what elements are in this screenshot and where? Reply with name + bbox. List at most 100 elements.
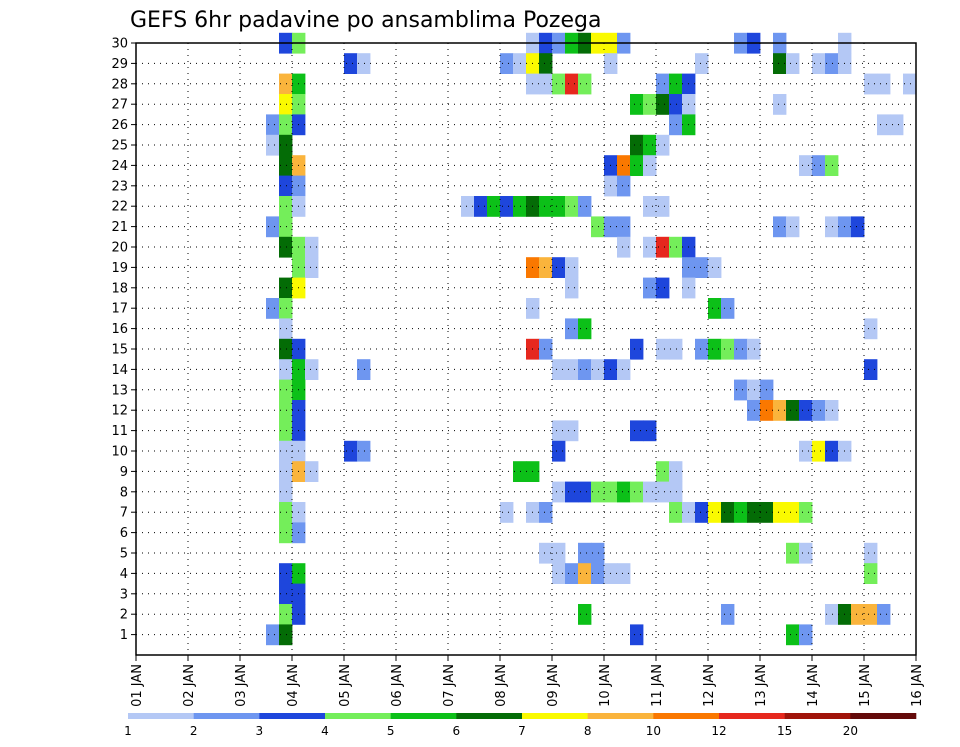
cell-member-7 bbox=[799, 502, 813, 523]
cell-member-29 bbox=[825, 53, 839, 74]
cell-member-2 bbox=[864, 604, 878, 625]
cell-member-11 bbox=[565, 420, 579, 442]
cell-member-29 bbox=[344, 53, 358, 74]
cell-member-11 bbox=[279, 420, 293, 442]
x-tick-label: 13 JAN bbox=[754, 664, 769, 707]
cell-member-8 bbox=[630, 481, 644, 503]
x-tick-label: 05 JAN bbox=[338, 664, 353, 707]
cell-member-12 bbox=[786, 400, 800, 421]
x-tick-label: 12 JAN bbox=[702, 664, 717, 707]
y-tick-label: 26 bbox=[111, 118, 128, 133]
x-tick-label: 07 JAN bbox=[442, 664, 457, 707]
cell-member-28 bbox=[279, 73, 293, 95]
cell-member-28 bbox=[565, 73, 579, 95]
cell-member-1 bbox=[786, 624, 800, 646]
cell-member-23 bbox=[279, 175, 293, 197]
cell-member-10 bbox=[279, 440, 293, 462]
x-tick-label: 11 JAN bbox=[650, 664, 665, 707]
cell-member-7 bbox=[695, 502, 709, 523]
cell-member-9 bbox=[669, 461, 683, 482]
cell-member-14 bbox=[578, 359, 592, 380]
legend-swatch bbox=[850, 713, 917, 719]
y-tick-label: 12 bbox=[111, 404, 128, 419]
cell-member-8 bbox=[578, 481, 592, 503]
x-tick-label: 03 JAN bbox=[234, 664, 249, 707]
color-legend: 1 2 3 4 5 6 7 8 10 12 15 20 bbox=[124, 713, 917, 738]
cell-member-24 bbox=[617, 155, 631, 176]
x-tick-label: 08 JAN bbox=[494, 664, 509, 707]
legend-break-label: 3 bbox=[256, 724, 264, 738]
cell-member-11 bbox=[643, 420, 657, 442]
cell-member-27 bbox=[643, 94, 657, 115]
cell-member-7 bbox=[539, 502, 553, 523]
legend-break-label: 12 bbox=[711, 724, 726, 738]
cell-member-19 bbox=[552, 257, 566, 278]
cell-member-14 bbox=[552, 359, 566, 380]
y-tick-label: 11 bbox=[111, 424, 128, 439]
y-tick-label: 25 bbox=[111, 139, 128, 154]
cell-member-12 bbox=[279, 400, 293, 421]
cell-member-28 bbox=[877, 73, 891, 95]
legend-swatch bbox=[719, 713, 785, 719]
y-tick-label: 7 bbox=[120, 506, 128, 521]
cell-member-4 bbox=[591, 563, 605, 584]
legend-break-label: 8 bbox=[584, 724, 592, 738]
cell-member-16 bbox=[279, 318, 293, 340]
y-tick-label: 30 bbox=[111, 37, 128, 52]
cell-member-29 bbox=[539, 53, 553, 74]
cell-member-19 bbox=[539, 257, 553, 278]
cell-member-20 bbox=[305, 236, 319, 258]
y-tick-label: 1 bbox=[120, 628, 128, 643]
cell-member-5 bbox=[578, 542, 592, 564]
y-tick-label: 15 bbox=[111, 343, 128, 358]
cell-member-21 bbox=[851, 216, 865, 238]
cell-member-22 bbox=[552, 196, 566, 217]
cell-member-15 bbox=[734, 338, 748, 360]
cell-member-2 bbox=[825, 604, 839, 625]
cell-member-7 bbox=[669, 502, 683, 523]
cell-member-24 bbox=[630, 155, 644, 176]
legend-swatch bbox=[259, 713, 326, 719]
cell-member-21 bbox=[825, 216, 839, 238]
cell-member-26 bbox=[279, 114, 293, 136]
legend-break-label: 6 bbox=[453, 724, 461, 738]
cell-member-15 bbox=[669, 338, 683, 360]
cell-member-21 bbox=[591, 216, 605, 238]
y-tick-label: 13 bbox=[111, 383, 128, 398]
legend-swatch bbox=[784, 713, 851, 719]
legend-swatch bbox=[193, 713, 260, 719]
cell-member-18 bbox=[279, 277, 293, 299]
y-tick-label: 5 bbox=[120, 547, 128, 562]
cell-member-2 bbox=[721, 604, 735, 625]
cell-member-13 bbox=[279, 379, 293, 401]
cell-member-10 bbox=[812, 440, 826, 462]
cell-member-25 bbox=[630, 134, 644, 156]
y-tick-label: 16 bbox=[111, 322, 128, 337]
legend-break-label: 1 bbox=[124, 724, 132, 738]
legend-break-label: 4 bbox=[321, 724, 329, 738]
legend-swatch bbox=[390, 713, 457, 719]
cell-member-22 bbox=[461, 196, 475, 217]
cell-member-15 bbox=[747, 338, 761, 360]
cell-member-7 bbox=[279, 502, 293, 523]
cell-member-4 bbox=[578, 563, 592, 584]
cell-member-8 bbox=[656, 481, 670, 503]
y-tick-label: 24 bbox=[111, 159, 128, 174]
cell-member-22 bbox=[513, 196, 527, 217]
cell-member-24 bbox=[825, 155, 839, 176]
cell-member-7 bbox=[786, 502, 800, 523]
cell-member-22 bbox=[279, 196, 293, 217]
cell-member-2 bbox=[851, 604, 865, 625]
cell-member-24 bbox=[799, 155, 813, 176]
cell-member-8 bbox=[279, 481, 293, 503]
cell-member-12 bbox=[825, 400, 839, 421]
cell-member-28 bbox=[864, 73, 878, 95]
cell-member-14 bbox=[357, 359, 371, 380]
y-tick-label: 27 bbox=[111, 98, 128, 113]
cell-member-12 bbox=[799, 400, 813, 421]
cell-member-24 bbox=[643, 155, 657, 176]
cell-member-15 bbox=[279, 338, 293, 360]
cell-member-1 bbox=[799, 624, 813, 646]
cell-member-22 bbox=[474, 196, 488, 217]
